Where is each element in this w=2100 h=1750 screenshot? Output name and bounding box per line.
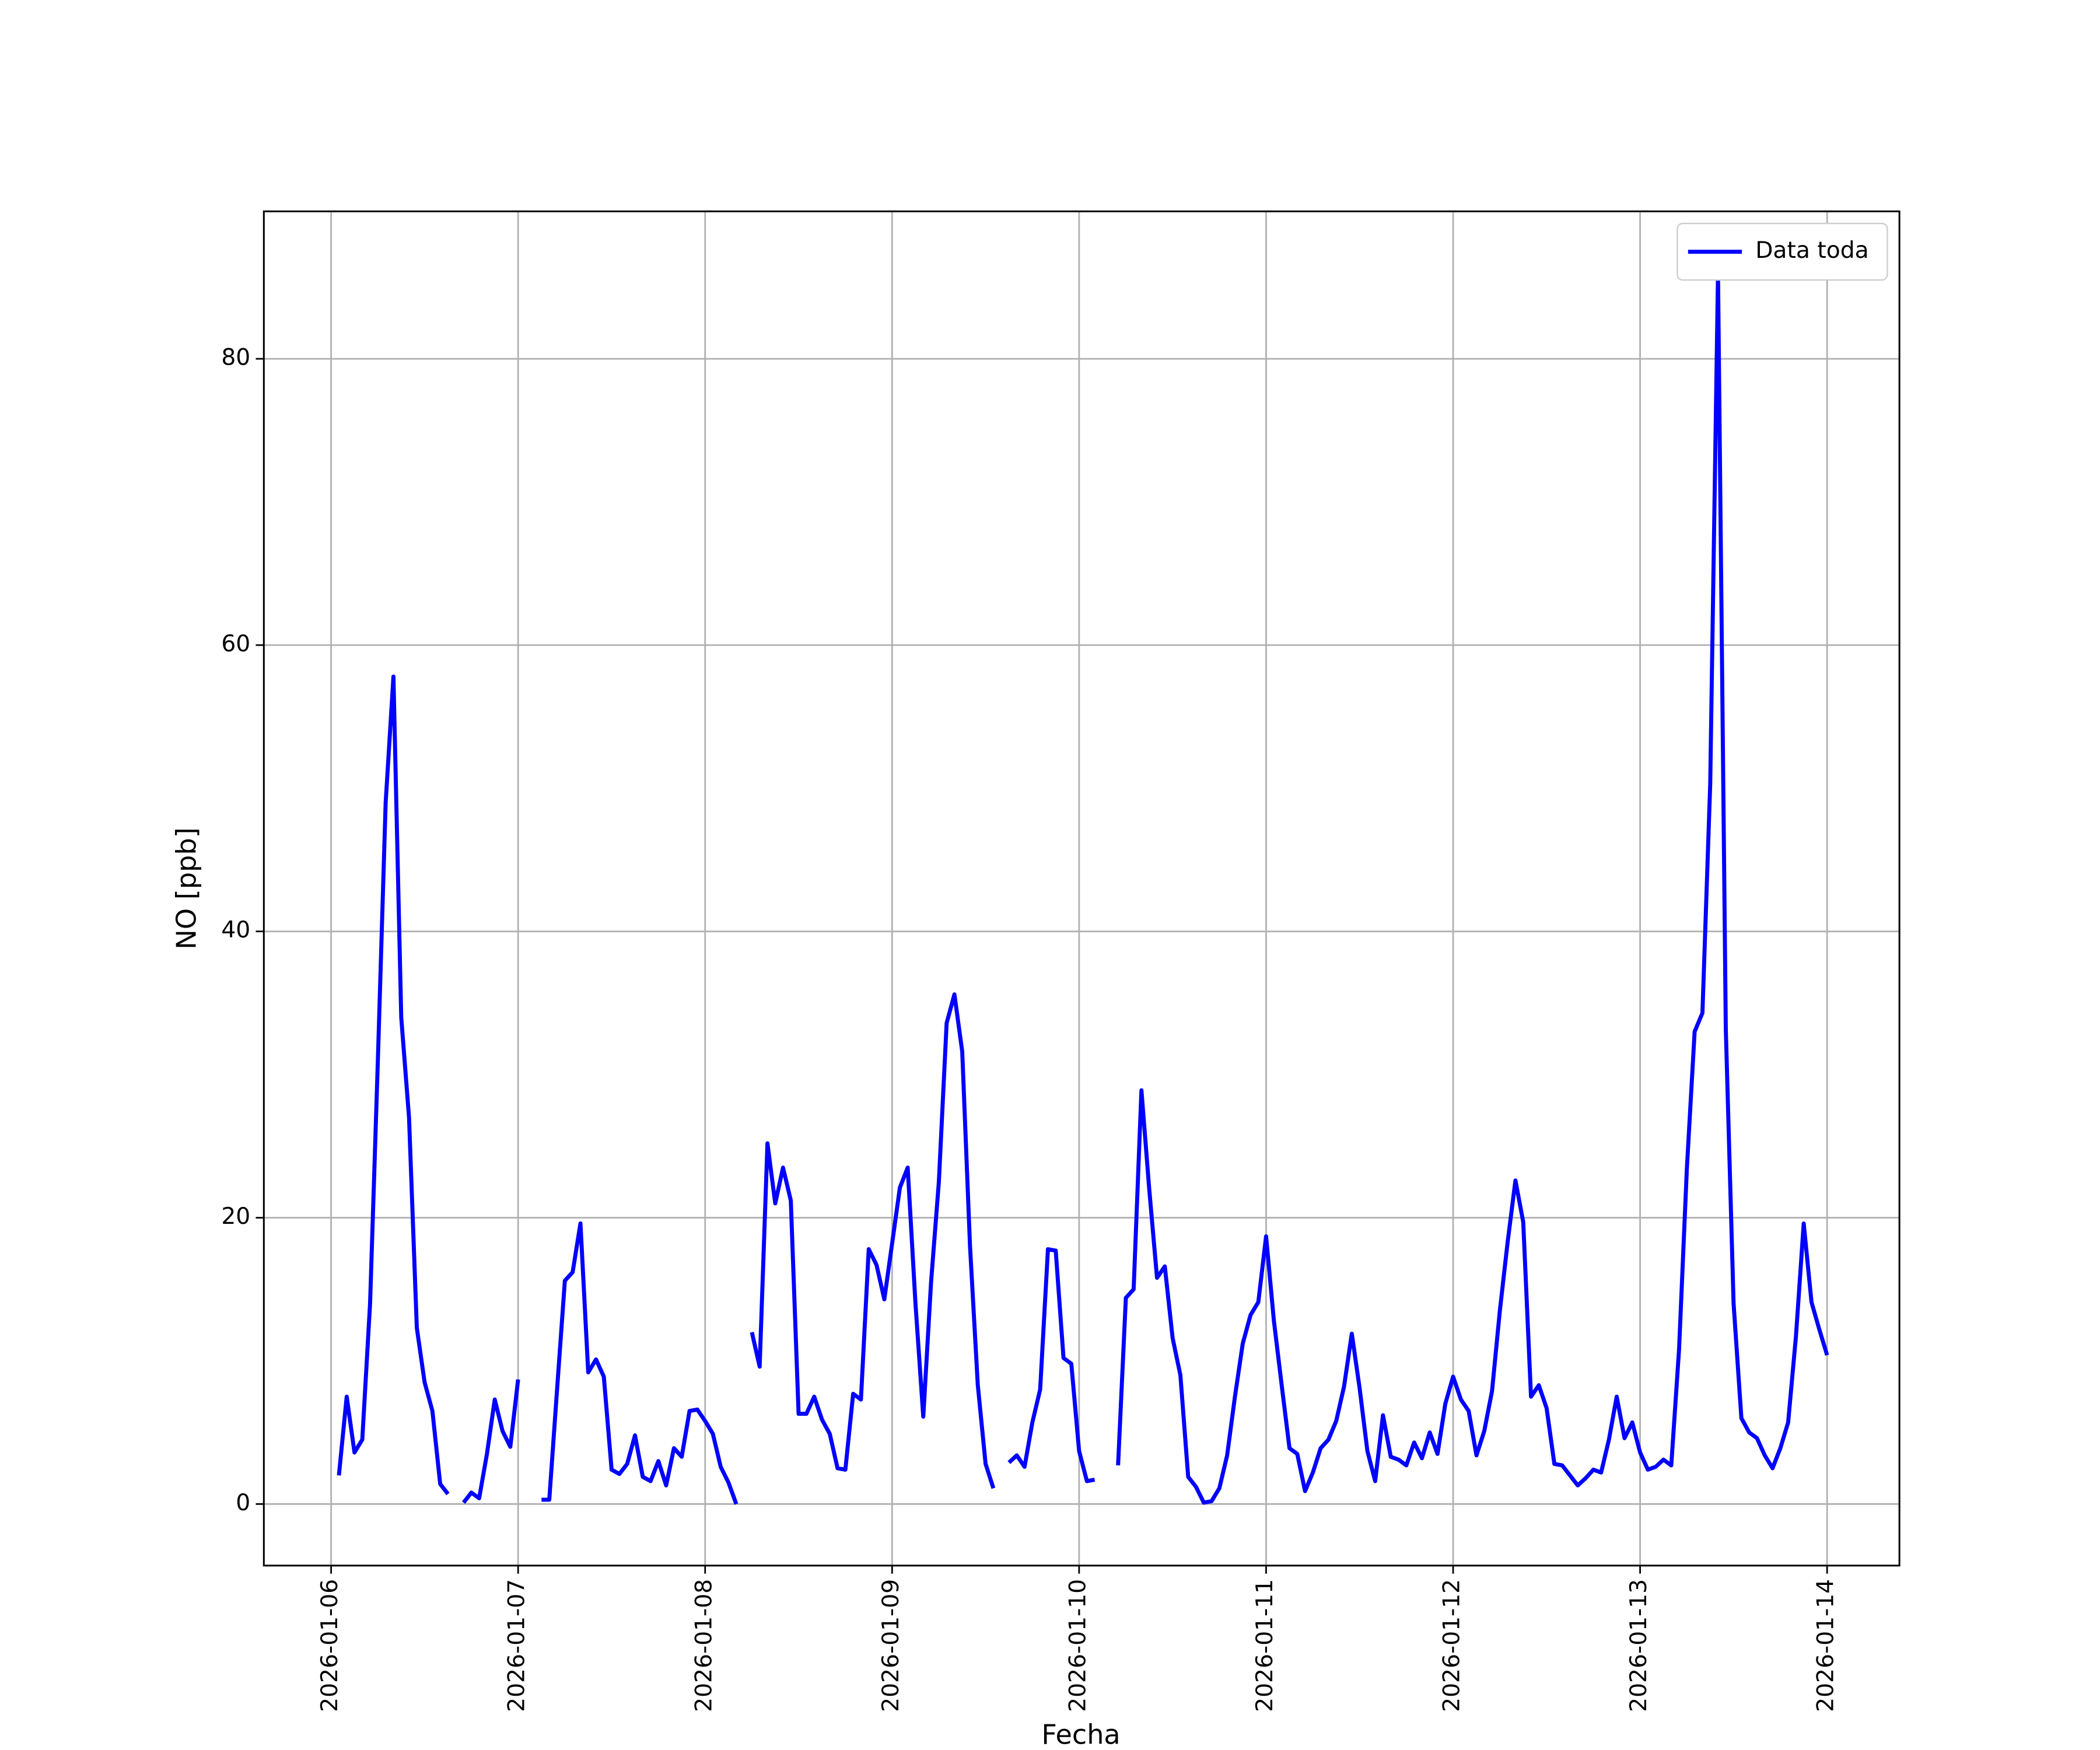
plot-frame [262, 210, 1901, 1567]
x-tick-label: 2026-01-07 [504, 1579, 530, 1712]
y-tick-label: 40 [221, 917, 250, 943]
y-tick-label: 80 [221, 345, 250, 371]
x-tick-label: 2026-01-13 [1626, 1579, 1652, 1712]
x-tick-label: 2026-01-11 [1252, 1579, 1278, 1712]
x-tick-label: 2026-01-09 [878, 1579, 904, 1712]
legend-box [1676, 222, 1888, 281]
y-tick-label: 60 [221, 631, 250, 657]
y-axis-label: NO [ppb] [171, 827, 202, 949]
legend-label: Data toda [1755, 237, 1868, 264]
y-tick-label: 20 [221, 1203, 250, 1230]
y-tick-label: 0 [236, 1490, 250, 1516]
x-tick-label: 2026-01-12 [1439, 1579, 1465, 1712]
x-tick-label: 2026-01-10 [1065, 1579, 1091, 1712]
x-tick-label: 2026-01-06 [317, 1579, 343, 1712]
x-tick-label: 2026-01-08 [691, 1579, 717, 1712]
x-tick-label: 2026-01-14 [1813, 1579, 1839, 1712]
x-axis-label: Fecha [1041, 1718, 1120, 1750]
data-line [337, 271, 1829, 1505]
